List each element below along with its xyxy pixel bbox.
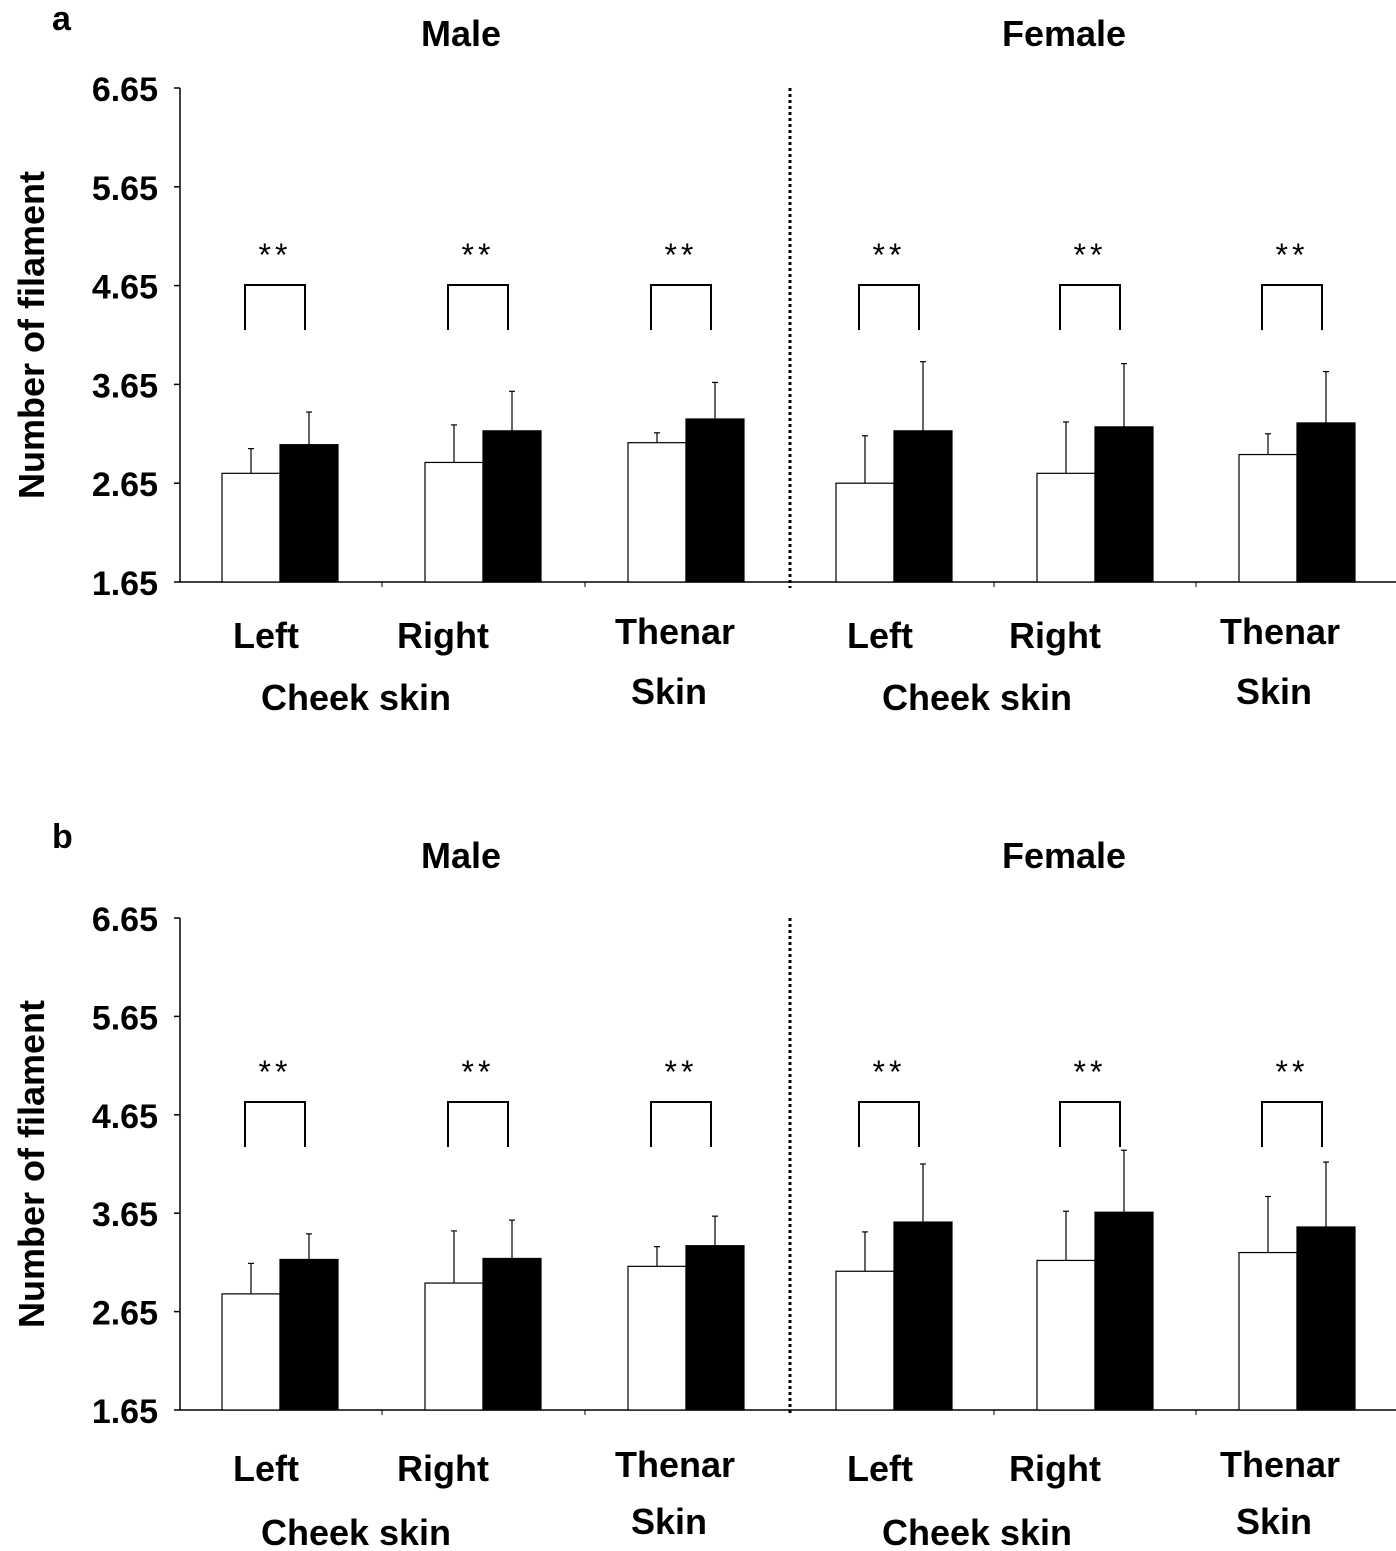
x-category-label-line2: Skin <box>1236 671 1312 712</box>
significance-bracket <box>858 284 920 330</box>
x-category-label-line2: Skin <box>631 671 707 712</box>
bar <box>1238 1251 1298 1411</box>
y-tick-label: 3.65 <box>92 1196 158 1234</box>
bar <box>685 418 745 583</box>
bar <box>1238 453 1298 583</box>
bar <box>482 430 542 583</box>
x-category-label: Thenar <box>1220 611 1340 652</box>
significance-bracket <box>447 284 509 330</box>
bar <box>221 1293 281 1411</box>
chart-panel-a: a 1.65 2.65 3.65 4.65 5.65 6.65 Number of filam… <box>11 0 1396 718</box>
x-group-subtitle: Cheek skin <box>261 677 451 718</box>
x-group-subtitle: Cheek skin <box>882 677 1072 718</box>
bar <box>279 1258 339 1411</box>
x-category-label: Thenar <box>1220 1444 1340 1485</box>
y-tick-label: 1.65 <box>92 1393 158 1431</box>
bar <box>424 461 484 583</box>
chart-panel-b: b 1.65 2.65 3.65 4.65 5.65 6.65 Number of filam… <box>11 818 1396 1551</box>
bar <box>893 430 953 583</box>
bar <box>1094 426 1154 583</box>
bar <box>835 1270 895 1411</box>
y-tick-label: 3.65 <box>92 367 158 405</box>
y-tick-label: 1.65 <box>92 565 158 603</box>
bar <box>627 442 687 583</box>
significance-bracket <box>244 284 306 330</box>
panel-label: a <box>52 0 72 38</box>
group-title: Female <box>1002 835 1126 876</box>
bar <box>1036 1259 1096 1411</box>
y-axis-title: Number of filament <box>11 1000 52 1328</box>
significance-bracket <box>650 1101 712 1147</box>
x-category-label: Right <box>1009 1448 1101 1489</box>
significance-label: ** <box>259 237 292 273</box>
y-tick-label: 4.65 <box>92 1098 158 1136</box>
y-tick-label: 6.65 <box>92 71 158 109</box>
significance-bracket <box>650 284 712 330</box>
x-category-label: Left <box>233 1448 299 1489</box>
group-title: Male <box>421 835 501 876</box>
significance-bracket <box>244 1101 306 1147</box>
significance-bracket <box>1059 284 1121 330</box>
significance-label: ** <box>462 237 495 273</box>
significance-label: ** <box>873 237 906 273</box>
x-category-label: Thenar <box>615 1444 735 1485</box>
x-category-label-line2: Skin <box>631 1501 707 1542</box>
significance-bracket <box>1261 284 1323 330</box>
x-group-subtitle: Cheek skin <box>882 1512 1072 1551</box>
bar <box>279 444 339 583</box>
significance-label: ** <box>1074 237 1107 273</box>
x-category-label: Left <box>847 1448 913 1489</box>
y-tick-label: 5.65 <box>92 999 158 1037</box>
significance-label: ** <box>1276 237 1309 273</box>
x-group-subtitle: Cheek skin <box>261 1512 451 1551</box>
y-axis-title: Number of filament <box>11 171 52 499</box>
bar <box>893 1221 953 1411</box>
bar <box>1296 422 1356 583</box>
y-tick-label: 2.65 <box>92 1295 158 1333</box>
group-title: Male <box>421 13 501 54</box>
bar <box>1094 1211 1154 1411</box>
y-tick-label: 2.65 <box>92 466 158 504</box>
significance-bracket <box>1059 1101 1121 1147</box>
bar <box>1036 472 1096 583</box>
bar <box>835 482 895 583</box>
significance-label: ** <box>259 1054 292 1090</box>
bar <box>1296 1226 1356 1411</box>
significance-bracket <box>447 1101 509 1147</box>
panel-label: b <box>52 818 73 856</box>
bar <box>482 1257 542 1411</box>
x-category-label: Right <box>1009 615 1101 656</box>
bar <box>627 1265 687 1411</box>
x-category-label: Left <box>233 615 299 656</box>
x-category-label-line2: Skin <box>1236 1501 1312 1542</box>
y-tick-label: 4.65 <box>92 269 158 307</box>
group-title: Female <box>1002 13 1126 54</box>
y-tick-label: 6.65 <box>92 901 158 939</box>
x-category-label: Right <box>397 615 489 656</box>
significance-label: ** <box>1276 1054 1309 1090</box>
y-tick-label: 5.65 <box>92 170 158 208</box>
bar <box>221 472 281 583</box>
significance-bracket <box>1261 1101 1323 1147</box>
significance-label: ** <box>873 1054 906 1090</box>
bar <box>424 1282 484 1411</box>
x-category-label: Thenar <box>615 611 735 652</box>
significance-label: ** <box>1074 1054 1107 1090</box>
x-category-label: Right <box>397 1448 489 1489</box>
significance-label: ** <box>462 1054 495 1090</box>
significance-label: ** <box>665 237 698 273</box>
significance-bracket <box>858 1101 920 1147</box>
x-category-label: Left <box>847 615 913 656</box>
bar <box>685 1245 745 1411</box>
significance-label: ** <box>665 1054 698 1090</box>
